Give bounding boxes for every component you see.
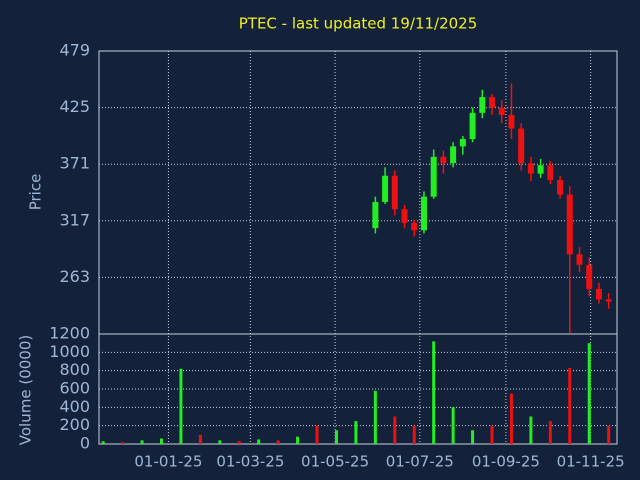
candle-body — [498, 107, 505, 115]
volume-bar — [471, 430, 475, 444]
candle-body — [479, 97, 486, 113]
volume-bar — [315, 425, 319, 444]
candle-body — [595, 288, 602, 300]
volume-bar — [140, 440, 144, 444]
y2-tick-label: 800 — [59, 360, 90, 379]
candle-body — [547, 165, 554, 180]
y2-tick-label: 1200 — [49, 324, 90, 343]
volume-bar — [159, 438, 163, 444]
volume-bar — [509, 393, 513, 444]
volume-bar — [607, 425, 611, 444]
candle-body — [537, 165, 544, 174]
candle-body — [372, 201, 379, 229]
x-tick-label: 01-07-25 — [386, 453, 454, 471]
candle-body — [576, 254, 583, 265]
candle-body — [450, 146, 457, 164]
y2-tick-label: 1000 — [49, 342, 90, 361]
volume-bar — [218, 440, 222, 444]
candle-body — [430, 156, 437, 197]
candle-body — [420, 196, 427, 231]
volume-bar — [354, 421, 358, 444]
volume-bar — [237, 441, 241, 444]
candle-body — [411, 222, 418, 231]
y2-axis-label: Volume (0000) — [17, 335, 35, 445]
candle-body — [527, 163, 534, 174]
volume-bar — [451, 407, 455, 444]
volume-bar — [568, 367, 572, 444]
volume-bar — [101, 441, 105, 444]
chart-title: PTEC - last updated 19/11/2025 — [239, 15, 478, 33]
y2-tick-label: 0 — [80, 434, 90, 453]
candle-body — [508, 114, 515, 129]
candle-body — [518, 128, 525, 164]
y-tick-label: 317 — [59, 210, 90, 229]
volume-bar — [490, 425, 494, 444]
candle-body — [459, 139, 466, 147]
candle-body — [605, 299, 612, 302]
volume-bar — [334, 430, 338, 444]
volume-bar — [373, 390, 377, 444]
volume-bar — [412, 425, 416, 444]
volume-bar — [529, 416, 533, 444]
volume-bar — [121, 442, 125, 444]
volume-bar — [296, 436, 300, 444]
candle-body — [489, 97, 496, 108]
y2-tick-label: 400 — [59, 397, 90, 416]
y-tick-label: 263 — [59, 267, 90, 286]
volume-bar — [198, 434, 202, 444]
x-tick-label: 01-11-25 — [557, 453, 625, 471]
volume-bar — [257, 439, 261, 444]
candle-body — [382, 175, 389, 202]
x-tick-label: 01-01-25 — [134, 453, 202, 471]
x-tick-label: 01-05-25 — [301, 453, 369, 471]
candle-body — [557, 179, 564, 195]
y-tick-label: 479 — [59, 41, 90, 60]
volume-bar — [587, 343, 591, 444]
candle-body — [469, 112, 476, 140]
volume-bar — [548, 421, 552, 444]
volume-bar — [393, 416, 397, 444]
x-tick-label: 01-09-25 — [472, 453, 540, 471]
y-tick-label: 425 — [59, 97, 90, 116]
candle-body — [401, 209, 408, 223]
y2-tick-label: 600 — [59, 379, 90, 398]
volume-bar — [179, 368, 183, 444]
candle-body — [586, 264, 593, 289]
y-axis-label: Price — [27, 174, 45, 211]
y2-tick-label: 200 — [59, 415, 90, 434]
y-tick-label: 371 — [59, 154, 90, 173]
volume-bar — [432, 341, 436, 444]
x-tick-label: 01-03-25 — [216, 453, 284, 471]
volume-bar — [276, 440, 280, 444]
candle-body — [391, 175, 398, 210]
candle-body — [440, 156, 447, 164]
candle-body — [566, 194, 573, 255]
